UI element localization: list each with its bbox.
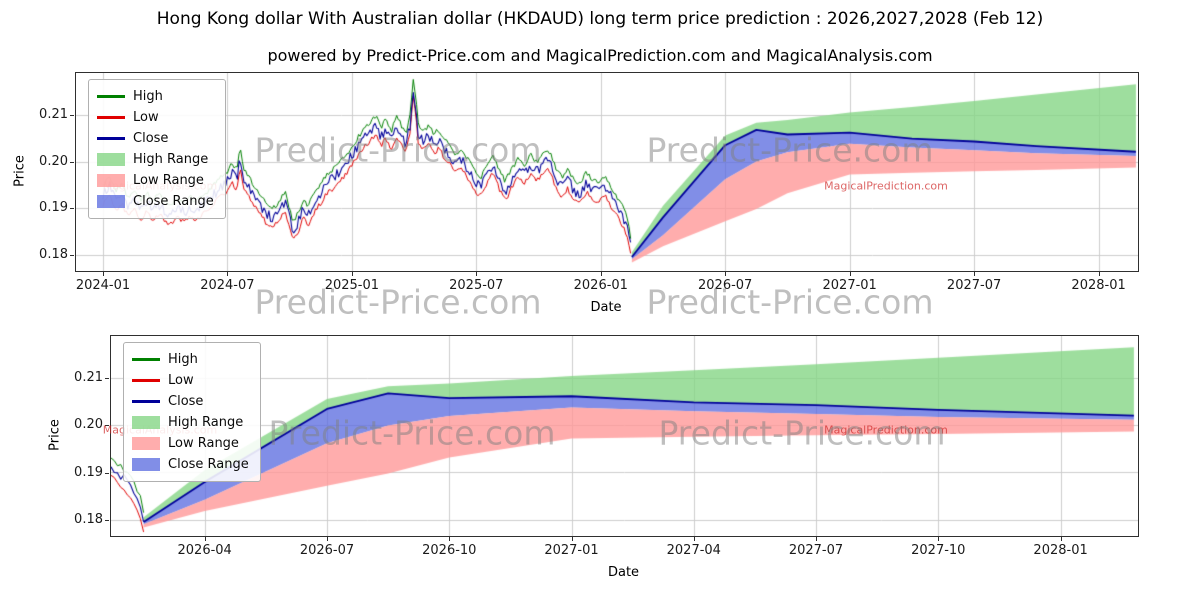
y-tick-label: 0.21 — [74, 370, 103, 386]
line-swatch-icon — [132, 400, 160, 403]
patch-swatch-icon — [97, 174, 125, 187]
patch-swatch-icon — [97, 153, 125, 166]
x-tick-label: 2026-07 — [299, 543, 355, 558]
y-tick-label: 0.19 — [39, 200, 68, 216]
x-tick-label: 2028-01 — [1071, 278, 1126, 293]
x-tick-mark — [204, 537, 206, 541]
y-axis-label: Price — [12, 155, 28, 187]
y-tick-mark — [105, 472, 109, 474]
line-swatch-icon — [132, 358, 160, 361]
legend-item-label: High — [133, 89, 163, 104]
legend-item-close: Close — [97, 128, 214, 149]
x-tick-mark — [103, 272, 104, 276]
line-swatch-icon — [97, 95, 125, 98]
x-axis-label: Date — [607, 565, 640, 580]
legend-item-low: Low — [132, 370, 249, 391]
x-tick-mark — [327, 537, 328, 541]
legend-item-label: Close — [168, 394, 204, 409]
y-tick-mark — [70, 208, 74, 210]
x-tick-label: 2027-04 — [666, 543, 721, 558]
x-tick-mark — [1060, 537, 1062, 541]
x-tick-mark — [693, 537, 695, 541]
legend-item-low: Low — [97, 107, 214, 128]
chart-title: Hong Kong dollar With Australian dollar … — [156, 9, 1044, 29]
line-swatch-icon — [97, 116, 125, 119]
x-tick-mark — [571, 537, 573, 541]
x-tick-label: 2024-01 — [75, 278, 131, 293]
y-tick-label: 0.21 — [39, 106, 68, 122]
y-tick-mark — [105, 378, 109, 380]
legend: High Low Close High Range Low Range Close Ran… — [88, 79, 226, 219]
x-tick-label: 2025-01 — [324, 278, 380, 293]
legend-item-high: High — [132, 349, 249, 370]
chart-subtitle: powered by Predict-Price.com and Magical… — [267, 46, 933, 65]
legend: High Low Close High Range Low Range Close Ran… — [123, 342, 261, 482]
x-tick-mark — [974, 272, 976, 276]
x-tick-label: 2025-07 — [449, 278, 504, 293]
x-tick-mark — [600, 272, 602, 276]
x-tick-mark — [849, 272, 851, 276]
plot-area-forecast-detail — [110, 335, 1139, 537]
y-tick-label: 0.20 — [39, 153, 68, 169]
legend-item-low-range: Low Range — [132, 433, 249, 454]
legend-item-label: High Range — [133, 152, 209, 167]
x-tick-label: 2027-01 — [822, 278, 877, 293]
x-axis-label: Date — [590, 300, 622, 315]
x-tick-label: 2027-01 — [544, 543, 599, 558]
chart-canvas-forecast-detail — [111, 336, 1138, 536]
y-axis-label: Price — [47, 419, 63, 451]
y-tick-label: 0.18 — [74, 511, 103, 527]
y-tick-label: 0.20 — [74, 417, 103, 433]
patch-swatch-icon — [132, 437, 160, 450]
x-tick-label: 2026-10 — [422, 543, 477, 558]
patch-swatch-icon — [97, 195, 125, 208]
x-tick-mark — [449, 537, 451, 541]
x-tick-label: 2027-10 — [911, 543, 966, 558]
x-tick-label: 2027-07 — [788, 543, 844, 558]
x-tick-mark — [351, 272, 353, 276]
legend-item-label: Low — [133, 110, 159, 125]
legend-item-label: Low Range — [133, 173, 204, 188]
x-tick-mark — [476, 272, 478, 276]
y-tick-label: 0.18 — [39, 246, 68, 262]
y-tick-mark — [70, 161, 74, 163]
patch-swatch-icon — [132, 458, 160, 471]
line-swatch-icon — [97, 137, 125, 140]
legend-item-label: Low Range — [168, 436, 239, 451]
legend-item-high-range: High Range — [97, 149, 214, 170]
x-tick-label: 2026-07 — [698, 278, 753, 293]
legend-item-low-range: Low Range — [97, 170, 214, 191]
x-tick-mark — [725, 272, 727, 276]
legend-item-label: Close Range — [133, 194, 214, 209]
legend-item-high: High — [97, 86, 214, 107]
legend-item-label: Low — [168, 373, 194, 388]
x-tick-mark — [938, 537, 940, 541]
x-tick-mark — [816, 537, 817, 541]
legend-item-close-range: Close Range — [132, 454, 249, 475]
y-tick-mark — [70, 114, 74, 116]
x-tick-label: 2026-01 — [573, 278, 628, 293]
chart-canvas-history-and-forecast — [76, 73, 1138, 271]
x-tick-label: 2028-01 — [1033, 543, 1088, 558]
legend-item-label: Close Range — [168, 457, 249, 472]
legend-item-label: Close — [133, 131, 169, 146]
y-tick-mark — [70, 254, 74, 256]
legend-item-close: Close — [132, 391, 249, 412]
x-tick-label: 2024-07 — [200, 278, 255, 293]
patch-swatch-icon — [132, 416, 160, 429]
x-tick-label: 2027-07 — [946, 278, 1002, 293]
x-tick-mark — [1098, 272, 1100, 276]
legend-item-label: High — [168, 352, 198, 367]
x-tick-mark — [227, 272, 229, 276]
x-tick-label: 2026-04 — [177, 543, 232, 558]
y-tick-label: 0.19 — [74, 464, 103, 480]
y-tick-mark — [105, 425, 109, 427]
legend-item-close-range: Close Range — [97, 191, 214, 212]
plot-area-history-and-forecast — [75, 72, 1139, 272]
legend-item-high-range: High Range — [132, 412, 249, 433]
line-swatch-icon — [132, 379, 160, 382]
y-tick-mark — [105, 519, 109, 521]
legend-item-label: High Range — [168, 415, 244, 430]
